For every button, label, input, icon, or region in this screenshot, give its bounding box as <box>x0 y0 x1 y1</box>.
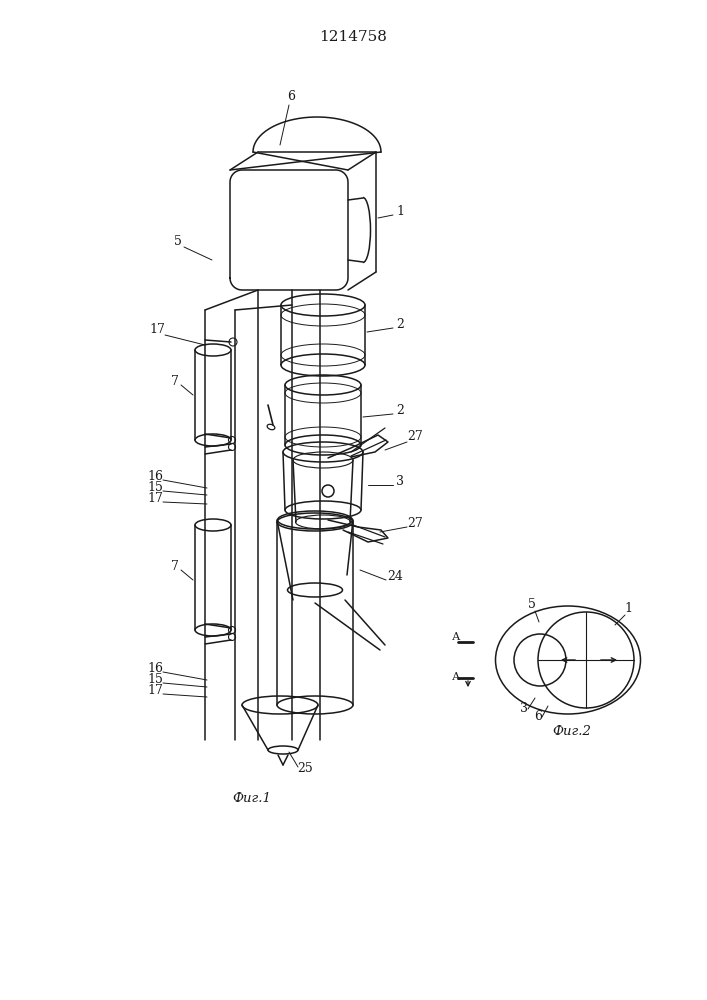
Text: Фиг.1: Фиг.1 <box>233 792 271 805</box>
Text: 1: 1 <box>624 602 632 615</box>
Text: 3: 3 <box>396 475 404 488</box>
Text: Фиг.2: Фиг.2 <box>553 725 592 738</box>
Text: 7: 7 <box>171 375 179 388</box>
Text: 5: 5 <box>528 598 536 611</box>
Text: 2: 2 <box>396 404 404 417</box>
Text: 3: 3 <box>520 702 528 715</box>
Text: 16: 16 <box>147 662 163 675</box>
Text: 17: 17 <box>147 684 163 697</box>
Text: А: А <box>452 672 460 682</box>
Text: 24: 24 <box>387 570 403 583</box>
Text: 16: 16 <box>147 470 163 483</box>
Text: А: А <box>452 632 460 642</box>
Text: 5: 5 <box>174 235 182 248</box>
Text: 1214758: 1214758 <box>319 30 387 44</box>
Text: 15: 15 <box>147 673 163 686</box>
Text: 25: 25 <box>297 762 313 775</box>
Text: 17: 17 <box>149 323 165 336</box>
Text: 7: 7 <box>171 560 179 573</box>
Text: 1: 1 <box>396 205 404 218</box>
Text: 2: 2 <box>396 318 404 331</box>
Text: 6: 6 <box>534 710 542 723</box>
Text: 6: 6 <box>287 90 295 103</box>
Text: 27: 27 <box>407 430 423 443</box>
Text: 27: 27 <box>407 517 423 530</box>
Text: 15: 15 <box>147 481 163 494</box>
Text: 17: 17 <box>147 492 163 505</box>
